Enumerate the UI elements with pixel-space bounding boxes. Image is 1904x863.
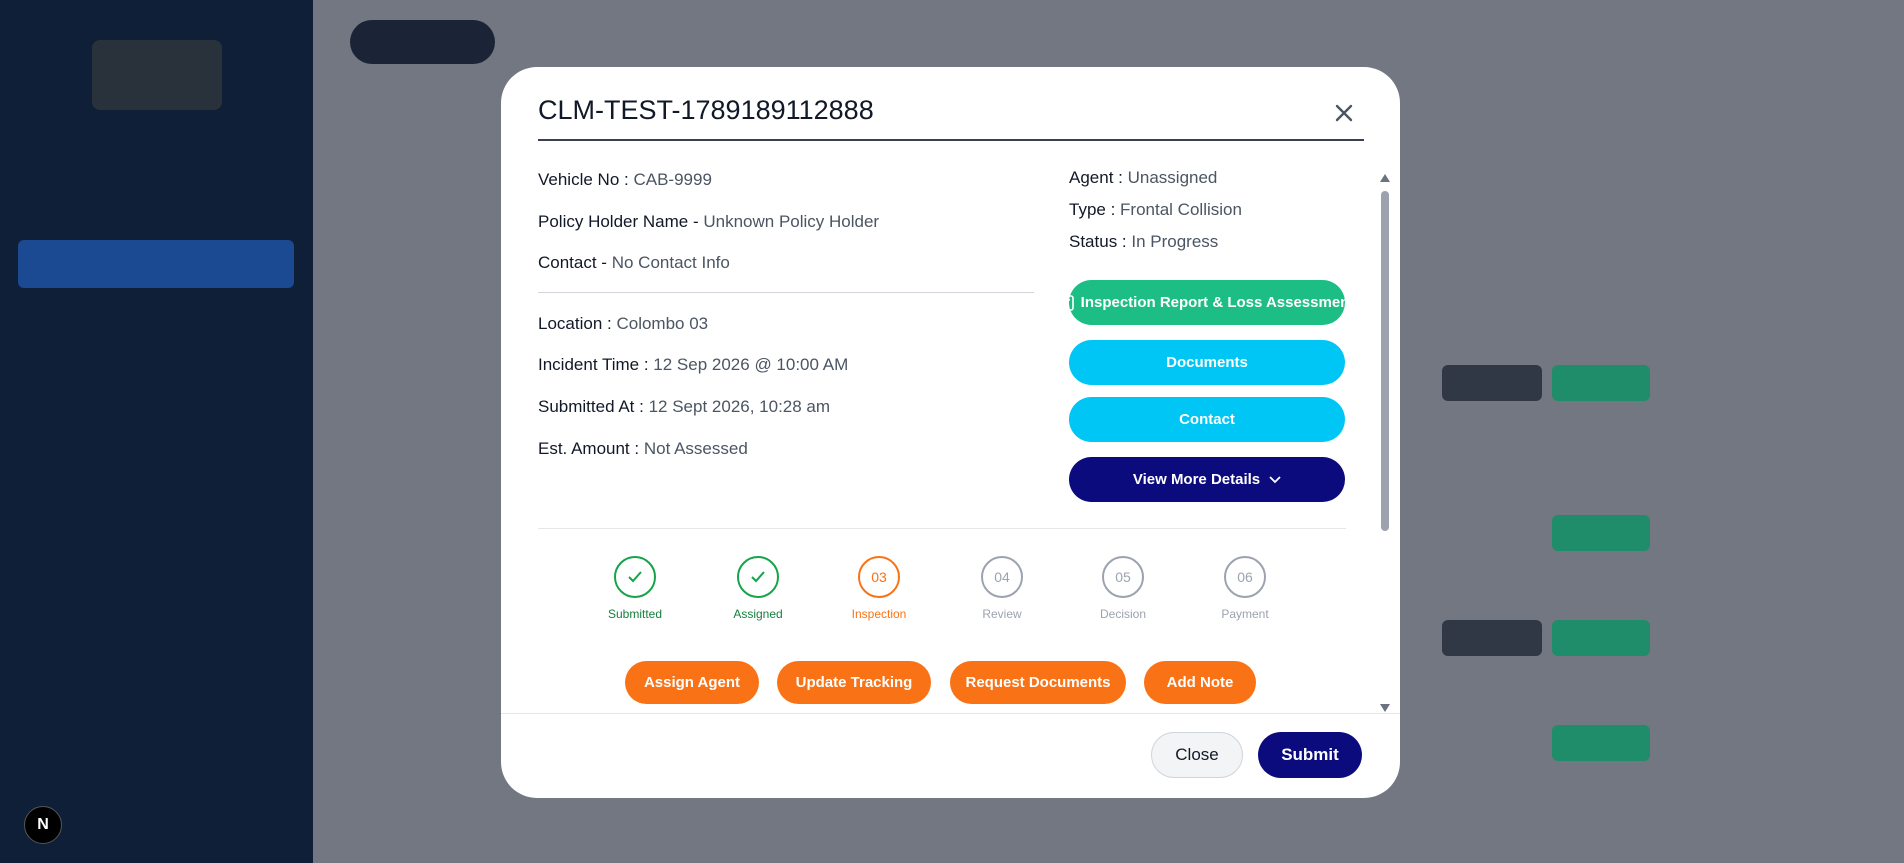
action-button[interactable]: Update Tracking [777, 661, 931, 704]
field: Agent : Unassigned [1069, 168, 1217, 188]
title-rule [538, 139, 1364, 141]
field-value: 12 Sept 2026, 10:28 am [648, 397, 831, 416]
step-marker: 03 [871, 569, 887, 585]
field-label: Contact - [538, 253, 607, 272]
side-button[interactable]: Documents [1069, 340, 1345, 385]
action-button[interactable]: Assign Agent [625, 661, 759, 704]
field-label: Status : [1069, 232, 1127, 251]
button-label: Add Note [1166, 674, 1234, 691]
step-circle: 04 [981, 556, 1023, 598]
field-label: Type : [1069, 200, 1116, 219]
icon [1269, 475, 1281, 484]
button-label: Close [1175, 745, 1219, 764]
bg-chip [1442, 365, 1542, 401]
button-label: Request Documents [965, 674, 1111, 691]
field-label: Est. Amount : [538, 439, 640, 458]
action-button[interactable]: Add Note [1144, 661, 1256, 704]
field-label: Submitted At : [538, 397, 644, 416]
field-value: In Progress [1131, 232, 1219, 251]
button-label: Submit [1281, 745, 1339, 764]
button-label: Assign Agent [643, 674, 741, 691]
side-button[interactable]: Inspection Report & Loss Assessment [1059, 280, 1354, 325]
step-circle [614, 556, 656, 598]
step-circle: 06 [1224, 556, 1266, 598]
field: Est. Amount : Not Assessed [538, 439, 748, 459]
field: Contact - No Contact Info [538, 253, 730, 273]
step-label: Payment [1221, 607, 1269, 621]
side-button[interactable]: View More Details [1069, 457, 1345, 502]
side-button[interactable]: Contact [1069, 397, 1345, 442]
step-circle: 03 [858, 556, 900, 598]
field: Submitted At : 12 Sept 2026, 10:28 am [538, 397, 830, 417]
icon [1059, 294, 1074, 311]
field-value: CAB-9999 [633, 170, 712, 189]
logo [92, 40, 222, 110]
field-value: No Contact Info [611, 253, 730, 272]
modal-title: CLM-TEST-1789189112888 [538, 95, 874, 125]
field-value: Unknown Policy Holder [703, 212, 880, 231]
field-value: Colombo 03 [616, 314, 709, 333]
step-label: Assigned [733, 607, 783, 621]
button-label: Documents [1166, 354, 1248, 371]
bg-chip [1552, 515, 1650, 551]
modal: CLM-TEST-1789189112888 Vehicle No : CAB-… [501, 67, 1400, 798]
sidebar [0, 0, 313, 863]
footer-button[interactable]: Close [1151, 732, 1243, 778]
footer-rule [501, 713, 1400, 714]
step-marker: 04 [994, 569, 1010, 585]
bg-chip [1552, 365, 1650, 401]
button-label: Inspection Report & Loss Assessment [1080, 294, 1355, 311]
step-label: Review [982, 607, 1022, 621]
field-label: Location : [538, 314, 612, 333]
bg-chip [1442, 620, 1542, 656]
field-value: Not Assessed [643, 439, 748, 458]
footer-button[interactable]: Submit [1258, 732, 1362, 778]
bg-chip [1552, 620, 1650, 656]
header-button [350, 20, 495, 64]
field-label: Incident Time : [538, 355, 649, 374]
field-label: Policy Holder Name - [538, 212, 699, 231]
step-marker: 06 [1237, 569, 1253, 585]
field-value: Unassigned [1127, 168, 1218, 187]
field-label: Agent : [1069, 168, 1123, 187]
sidebar-active [18, 240, 294, 288]
step-label: Decision [1099, 607, 1147, 621]
button-label: Update Tracking [795, 674, 913, 691]
step-circle [737, 556, 779, 598]
field-value: 12 Sep 2026 @ 10:00 AM [653, 355, 849, 374]
field: Policy Holder Name - Unknown Policy Hold… [538, 212, 879, 232]
field: Incident Time : 12 Sep 2026 @ 10:00 AM [538, 355, 848, 375]
field-label: Vehicle No : [538, 170, 629, 189]
field-value: Frontal Collision [1120, 200, 1242, 219]
step-circle: 05 [1102, 556, 1144, 598]
step-marker: 05 [1115, 569, 1131, 585]
close-icon[interactable] [1334, 103, 1354, 123]
field: Status : In Progress [1069, 232, 1218, 252]
button-label: View More Details [1132, 471, 1261, 488]
scrollbar [1379, 174, 1391, 714]
field: Location : Colombo 03 [538, 314, 708, 334]
action-button[interactable]: Request Documents [950, 661, 1126, 704]
step-label: Submitted [607, 607, 663, 621]
dev-badge[interactable]: N [24, 806, 62, 844]
step-label: Inspection [851, 607, 907, 621]
divider [538, 292, 1034, 293]
bg-chip [1552, 725, 1650, 761]
divider [538, 528, 1346, 529]
field: Type : Frontal Collision [1069, 200, 1242, 220]
button-label: Contact [1179, 411, 1235, 428]
field: Vehicle No : CAB-9999 [538, 170, 712, 190]
